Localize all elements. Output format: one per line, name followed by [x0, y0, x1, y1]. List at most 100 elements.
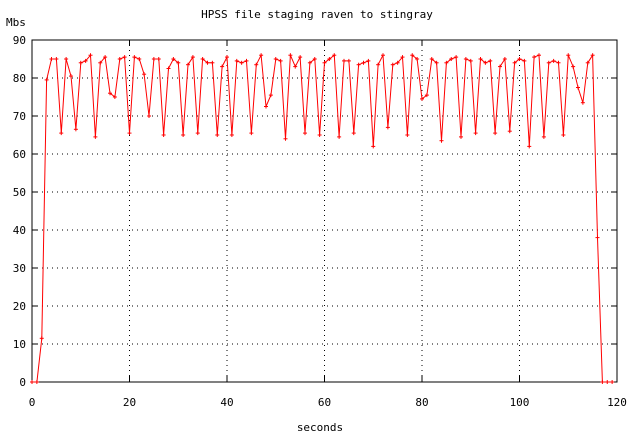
data-point — [303, 131, 307, 136]
data-point — [229, 133, 234, 137]
data-point — [244, 58, 249, 63]
data-point — [420, 96, 424, 101]
data-point — [88, 53, 93, 58]
data-point — [385, 125, 390, 130]
data-point — [166, 66, 171, 71]
data-point — [361, 60, 366, 65]
data-point — [151, 57, 156, 61]
y-tick-label: 80 — [13, 72, 26, 85]
x-tick-label: 100 — [510, 396, 530, 409]
data-point — [59, 131, 64, 136]
data-point — [478, 57, 483, 61]
data-point — [410, 53, 415, 58]
y-tick-label: 10 — [13, 338, 26, 351]
data-point — [463, 57, 468, 61]
data-point — [127, 131, 132, 136]
data-point — [147, 114, 151, 118]
x-tick-label: 80 — [415, 396, 428, 409]
data-point — [556, 60, 561, 65]
data-point — [459, 134, 463, 139]
x-tick-label: 60 — [318, 396, 331, 409]
y-tick-label: 0 — [19, 376, 26, 389]
data-point — [351, 131, 356, 136]
data-point — [356, 62, 361, 67]
data-point — [264, 104, 268, 109]
data-point — [190, 55, 195, 60]
data-point — [259, 53, 264, 58]
data-point — [317, 133, 322, 137]
data-point — [34, 380, 39, 384]
x-tick-label: 40 — [220, 396, 233, 409]
data-point — [171, 57, 176, 61]
data-point — [132, 55, 137, 60]
data-point — [69, 74, 73, 79]
data-point — [381, 53, 385, 58]
data-point — [64, 57, 69, 61]
data-point — [312, 57, 317, 61]
data-point — [571, 64, 576, 69]
data-point — [507, 129, 512, 134]
data-point — [488, 58, 493, 63]
data-point — [551, 58, 556, 63]
data-point — [254, 62, 259, 67]
tick-labels: 0 10 20 30 40 50 60 70 80 90 0 20 40 60 80 100 120 — [13, 34, 627, 409]
data-point — [322, 60, 327, 65]
data-point — [498, 64, 502, 69]
data-point — [371, 144, 376, 149]
data-point — [610, 380, 615, 384]
data-point — [49, 57, 54, 61]
data-point — [595, 235, 600, 240]
data-point — [176, 60, 181, 65]
data-point — [122, 55, 127, 60]
chart-title: HPSS file staging raven to stingray — [201, 8, 433, 21]
x-tick-label: 120 — [607, 396, 627, 409]
data-point — [205, 60, 210, 65]
data-point — [298, 55, 303, 60]
data-point — [112, 95, 117, 99]
y-tick-label: 30 — [13, 262, 26, 275]
y-axis-label: Mbs — [6, 16, 26, 29]
data-point — [73, 127, 78, 132]
data-point — [512, 60, 517, 65]
data-point — [605, 380, 610, 384]
data-point — [342, 58, 346, 63]
y-tick-label: 90 — [13, 34, 26, 47]
data-point — [293, 64, 298, 69]
data-point — [210, 60, 215, 65]
data-point — [600, 380, 605, 384]
data-point — [546, 60, 551, 65]
data-point — [434, 60, 439, 65]
data-point — [142, 72, 147, 77]
data-point — [390, 62, 395, 67]
data-point — [332, 53, 337, 58]
x-tick-label: 20 — [123, 396, 136, 409]
data-point — [400, 55, 405, 60]
grid-lines — [32, 40, 617, 382]
data-point — [527, 144, 532, 149]
data-point — [522, 58, 527, 63]
data-point — [225, 55, 229, 60]
data-point — [117, 57, 122, 61]
data-point — [234, 58, 239, 63]
data-point — [405, 133, 410, 137]
data-point — [195, 131, 200, 136]
y-tick-label: 20 — [13, 300, 26, 313]
y-tick-label: 50 — [13, 186, 26, 199]
x-axis-label: seconds — [297, 421, 343, 434]
data-point — [98, 60, 103, 65]
data-point — [39, 336, 44, 341]
data-point — [468, 58, 473, 63]
data-point — [580, 100, 585, 105]
data-point — [307, 60, 312, 65]
plot-frame — [31, 39, 618, 383]
data-point — [283, 136, 288, 141]
data-point — [239, 60, 244, 65]
data-point — [424, 93, 429, 98]
data-point — [273, 57, 278, 61]
series-line — [32, 53, 613, 383]
data-point — [415, 57, 420, 61]
y-tick-label: 70 — [13, 110, 26, 123]
data-point — [200, 57, 205, 61]
data-point — [108, 91, 112, 96]
